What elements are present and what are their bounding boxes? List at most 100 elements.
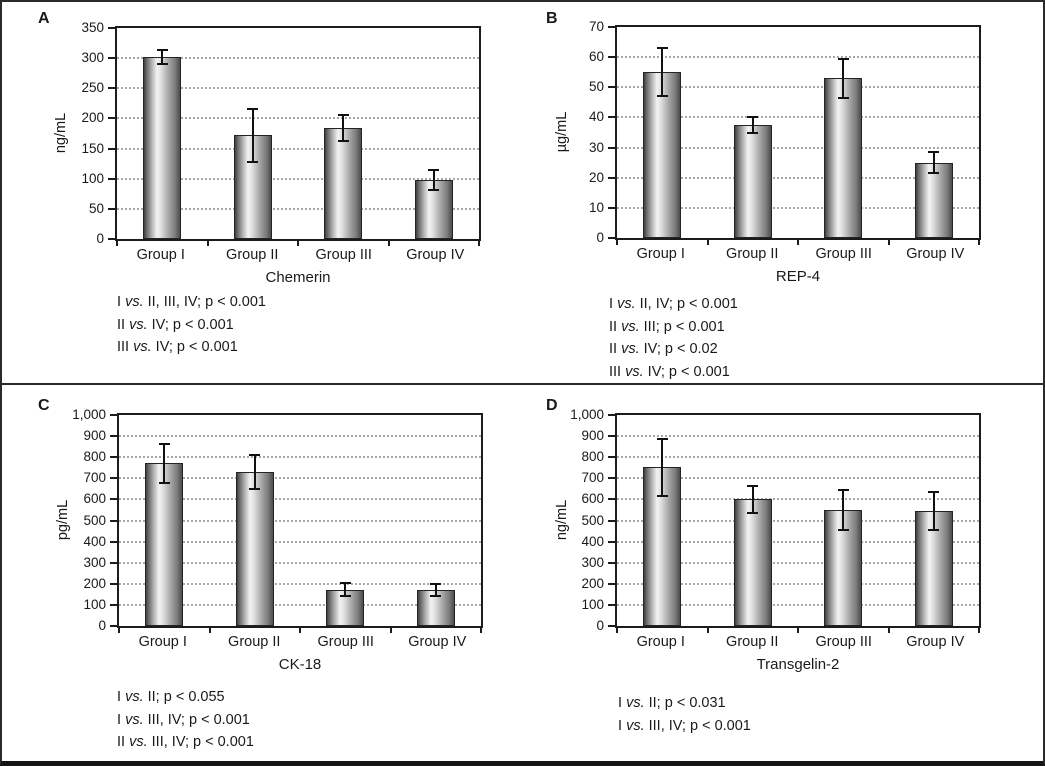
- gridline: [617, 176, 979, 179]
- error-bar-cap: [656, 47, 668, 50]
- y-tick-label: 150: [81, 140, 104, 156]
- x-tick-label: Group I: [636, 246, 685, 262]
- error-bar-cap: [337, 139, 349, 142]
- x-tick-mark: [297, 241, 299, 246]
- y-tick-mark: [110, 561, 117, 564]
- error-bar: [661, 48, 664, 97]
- x-axis-title: Chemerin: [265, 269, 331, 286]
- annotation-line: I vs. II, IV; p < 0.001: [609, 296, 738, 312]
- plot-area: [615, 413, 981, 628]
- gridline: [119, 519, 481, 522]
- error-bar: [751, 117, 754, 133]
- gridline: [119, 603, 481, 606]
- gridline: [617, 477, 979, 480]
- y-tick-label: 50: [588, 79, 604, 95]
- x-tick-mark: [118, 628, 120, 633]
- error-bar-cap: [428, 169, 440, 172]
- gridline: [119, 435, 481, 438]
- error-bar-cap: [339, 582, 351, 585]
- y-tick-mark: [110, 625, 117, 627]
- y-tick-label: 20: [588, 169, 604, 185]
- y-tick-mark: [110, 603, 117, 606]
- gridline: [617, 519, 979, 522]
- x-tick-mark: [797, 628, 799, 633]
- y-tick-mark: [108, 177, 115, 180]
- error-bar-cap: [430, 594, 442, 597]
- x-axis-title: Transgelin-2: [756, 656, 840, 673]
- annotations: I vs. II; p < 0.031 I vs. III, IV; p < 0.…: [618, 692, 751, 737]
- y-tick-mark: [608, 456, 615, 459]
- y-tick-mark: [108, 27, 115, 29]
- y-tick-mark: [608, 237, 615, 239]
- x-tick-mark: [299, 628, 301, 633]
- x-tick-label: Group IV: [408, 634, 467, 650]
- error-bar: [253, 455, 256, 489]
- gridline: [617, 56, 979, 59]
- error-bar: [161, 50, 164, 64]
- bar-group-ii: [235, 471, 274, 626]
- x-tick-label: Group IV: [906, 246, 965, 262]
- y-tick-mark: [110, 498, 117, 501]
- panel-label: D: [546, 397, 558, 414]
- y-tick-label: 0: [96, 231, 104, 246]
- error-bar-cap: [156, 62, 168, 65]
- error-bar-cap: [249, 454, 261, 457]
- y-tick-label: 1,000: [72, 407, 106, 422]
- y-tick-label: 400: [581, 533, 604, 549]
- x-axis-title: REP-4: [775, 268, 821, 285]
- annotation-line: II vs. IV; p < 0.02: [609, 341, 718, 357]
- gridline: [119, 456, 481, 459]
- bar-group-iii: [324, 128, 363, 239]
- error-bar: [661, 438, 664, 496]
- x-tick-mark: [616, 628, 618, 633]
- x-tick-label: Group III: [815, 246, 872, 262]
- y-tick-mark: [608, 582, 615, 585]
- gridline: [117, 87, 479, 90]
- error-bar: [842, 58, 845, 98]
- panel-label: B: [546, 10, 558, 27]
- error-bar-cap: [656, 95, 668, 98]
- y-tick-label: 350: [81, 20, 104, 35]
- panel-b: B µg/mL Group I Group II Group III Group IV…: [528, 6, 1041, 381]
- x-tick-mark: [206, 241, 209, 246]
- x-tick-mark: [389, 628, 392, 633]
- y-tick-mark: [608, 561, 615, 564]
- error-bar: [163, 443, 166, 483]
- y-tick-mark: [608, 56, 615, 59]
- x-tick-mark: [616, 240, 618, 245]
- error-bar-cap: [747, 116, 759, 119]
- annotation-line: II vs. III, IV; p < 0.001: [117, 734, 254, 750]
- y-tick-mark: [110, 414, 117, 416]
- panel-label: C: [38, 397, 50, 414]
- bar-group-ii: [733, 499, 772, 626]
- y-tick-mark: [608, 414, 615, 416]
- y-tick-mark: [110, 435, 117, 438]
- error-bar-cap: [928, 528, 940, 531]
- y-tick-label: 300: [581, 554, 604, 570]
- x-tick-mark: [478, 241, 480, 246]
- x-tick-mark: [887, 240, 890, 245]
- panel-d: D ng/mL Group I Group II Group III Group IV…: [528, 389, 1041, 759]
- error-bar-cap: [837, 57, 849, 60]
- y-tick-mark: [110, 582, 117, 585]
- y-tick-mark: [110, 477, 117, 480]
- y-tick-label: 200: [581, 575, 604, 591]
- x-tick-label: Group II: [726, 634, 779, 650]
- error-bar: [842, 489, 845, 530]
- panel-row-divider: [2, 383, 1043, 385]
- annotation-line: I vs. II; p < 0.055: [117, 689, 225, 705]
- gridline: [617, 498, 979, 501]
- x-tick-label: Group I: [138, 634, 187, 650]
- bar-group-ii: [733, 124, 772, 238]
- y-tick-mark: [110, 540, 117, 543]
- gridline: [119, 498, 481, 501]
- error-bar: [344, 583, 347, 597]
- y-tick-mark: [608, 477, 615, 480]
- y-tick-mark: [608, 498, 615, 501]
- error-bar-cap: [156, 49, 168, 52]
- annotation-line: II vs. III; p < 0.001: [609, 318, 725, 335]
- y-tick-label: 700: [83, 470, 106, 486]
- annotation-line: III vs. IV; p < 0.001: [609, 363, 730, 380]
- y-tick-label: 30: [588, 139, 604, 155]
- plot-area: [115, 26, 481, 241]
